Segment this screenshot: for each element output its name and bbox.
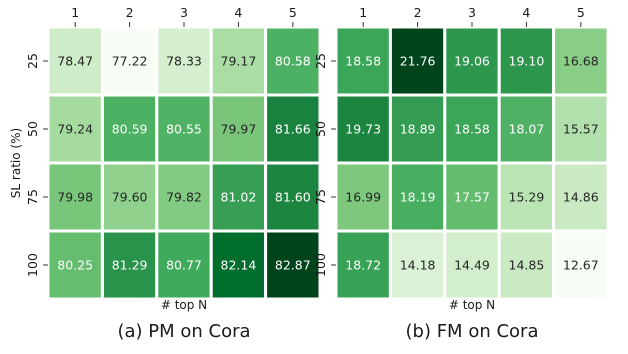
cell-value-label: 81.60 xyxy=(275,190,311,205)
cell-value-label: 18.58 xyxy=(345,54,381,69)
heatmap-cell xyxy=(552,229,610,301)
cell-value-label: 79.97 xyxy=(221,122,257,137)
cell-value-label: 19.73 xyxy=(345,122,381,137)
heatmap-cell xyxy=(334,93,392,165)
cell-value-label: 78.33 xyxy=(166,54,202,69)
cell-value-label: 81.66 xyxy=(275,122,311,137)
cell-value-label: 80.25 xyxy=(57,258,93,273)
cell-value-label: 80.55 xyxy=(166,122,202,137)
x-tick-label: 5 xyxy=(289,5,297,20)
x-tick-label: 1 xyxy=(71,5,79,20)
y-tick-label: 100 xyxy=(25,253,40,277)
x-axis-label: # top N xyxy=(161,298,207,312)
cell-value-label: 18.89 xyxy=(400,122,436,137)
x-tick-label: 2 xyxy=(126,5,134,20)
x-tick-label: 4 xyxy=(234,5,242,20)
heatmap-cell xyxy=(497,229,556,301)
cell-value-label: 21.76 xyxy=(400,54,436,69)
heatmap-cell xyxy=(552,161,610,233)
heatmap-cell xyxy=(155,93,213,165)
cell-value-label: 82.87 xyxy=(275,258,311,273)
cell-value-label: 18.19 xyxy=(400,190,436,205)
panel-caption: (a) PM on Cora xyxy=(117,321,250,342)
y-tick-label: 100 xyxy=(313,253,328,277)
cell-value-label: 14.85 xyxy=(509,258,545,273)
heatmap-cell xyxy=(264,229,322,301)
cell-value-label: 80.58 xyxy=(275,54,311,69)
cell-value-label: 78.47 xyxy=(57,54,93,69)
cell-value-label: 79.82 xyxy=(166,190,202,205)
x-tick-label: 5 xyxy=(577,5,585,20)
cell-value-label: 81.29 xyxy=(112,258,148,273)
cell-value-label: 17.57 xyxy=(454,190,490,205)
x-tick-label: 4 xyxy=(522,5,530,20)
cell-value-label: 80.77 xyxy=(166,258,202,273)
cell-value-label: 16.99 xyxy=(345,190,381,205)
cell-value-label: 19.10 xyxy=(509,54,545,69)
cell-value-label: 18.07 xyxy=(509,122,545,137)
y-tick-label: 75 xyxy=(313,189,328,205)
cell-value-label: 82.14 xyxy=(221,258,257,273)
x-tick-label: 3 xyxy=(468,5,476,20)
cell-value-label: 79.24 xyxy=(57,122,93,137)
heatmap-cell xyxy=(100,229,159,301)
x-axis-label: # top N xyxy=(449,298,495,312)
cell-value-label: 14.49 xyxy=(454,258,490,273)
heatmap-cell xyxy=(497,161,556,233)
cell-value-label: 79.17 xyxy=(221,54,257,69)
y-tick-label: 25 xyxy=(25,53,40,69)
cell-value-label: 16.68 xyxy=(563,54,599,69)
cell-value-label: 81.02 xyxy=(221,190,257,205)
y-tick-label: 50 xyxy=(25,121,40,137)
cell-value-label: 12.67 xyxy=(563,258,599,273)
cell-value-label: 15.29 xyxy=(509,190,545,205)
cell-value-label: 80.59 xyxy=(112,122,148,137)
heatmap-cell xyxy=(552,93,610,165)
y-tick-label: 75 xyxy=(25,189,40,205)
cell-value-label: 18.58 xyxy=(454,122,490,137)
heatmap-cell xyxy=(209,229,268,301)
cell-value-label: 14.86 xyxy=(563,190,599,205)
heatmap-panel-2: 18.58 21.76 19.06 19.10 16.68 19.73 18.89 18.58… xyxy=(313,5,610,342)
panel-caption: (b) FM on Cora xyxy=(406,321,539,342)
heatmap-cell xyxy=(264,93,322,165)
cell-value-label: 18.72 xyxy=(345,258,381,273)
x-tick-label: 3 xyxy=(180,5,188,20)
heatmap-panel-1: 78.47 77.22 78.33 79.17 80.58 79.24 80.59 80.55… xyxy=(9,5,322,342)
heatmap-cell xyxy=(388,161,447,233)
x-tick-label: 2 xyxy=(414,5,422,20)
cell-value-label: 79.98 xyxy=(57,190,93,205)
cell-value-label: 19.06 xyxy=(454,54,490,69)
y-tick-label: 25 xyxy=(313,53,328,69)
cell-value-label: 79.60 xyxy=(112,190,148,205)
y-tick-label: 50 xyxy=(313,121,328,137)
cell-value-label: 15.57 xyxy=(563,122,599,137)
cell-value-label: 14.18 xyxy=(400,258,436,273)
x-tick-label: 1 xyxy=(359,5,367,20)
cell-value-label: 77.22 xyxy=(112,54,148,69)
heatmap-cell xyxy=(443,161,501,233)
y-axis-label: SL ratio (%) xyxy=(9,128,23,198)
